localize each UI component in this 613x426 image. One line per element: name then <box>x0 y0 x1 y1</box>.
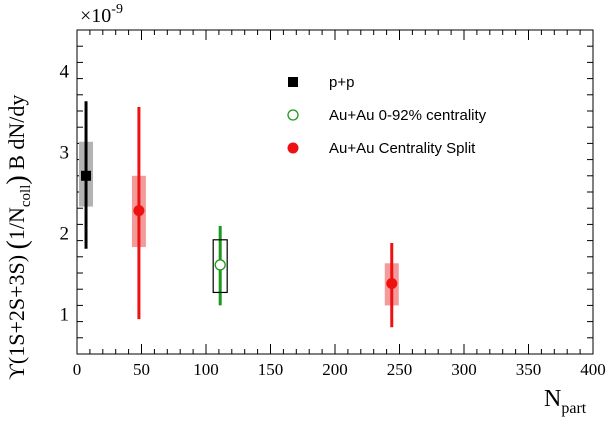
legend-label: Au+Au Centrality Split <box>329 140 476 157</box>
x-tick-label: 50 <box>133 360 150 379</box>
data-point-square <box>81 170 92 181</box>
systematic-error-box <box>212 239 228 294</box>
y-axis-title: ϒ(1S+2S+3S) (1/Ncoll) B dN/dy <box>2 95 34 380</box>
x-axis-title-main: N <box>544 386 561 412</box>
y-axis-title-ncoll-sub: coll <box>18 185 34 208</box>
y-exponent-base: ×10 <box>80 5 111 27</box>
x-tick-label: 0 <box>73 360 82 379</box>
x-axis-title-sub: part <box>561 400 586 417</box>
data-point-open-circle <box>214 259 226 271</box>
axis-ticks: 0 50 100 150 200 250 300 350 400 1 2 3 4 <box>60 29 606 379</box>
x-tick-label: 300 <box>451 360 477 379</box>
y-tick-label: 4 <box>60 62 70 83</box>
x-axis-title: Npart <box>544 386 587 417</box>
x-tick-label: 250 <box>387 360 413 379</box>
y-tick-label: 1 <box>60 305 70 326</box>
data-point-circle <box>133 205 145 217</box>
y-exponent-label: ×10-9 <box>80 2 123 27</box>
x-tick-label: 100 <box>193 360 219 379</box>
y-axis-title-part: ϒ(1S+2S+3S) <box>4 249 29 380</box>
legend-label: Au+Au 0-92% centrality <box>329 107 487 124</box>
data-point-circle <box>386 278 398 290</box>
data-marks <box>79 101 399 328</box>
legend-marker-open-circle <box>287 109 299 121</box>
y-tick-label: 3 <box>60 143 70 164</box>
x-tick-label: 350 <box>516 360 542 379</box>
y-tick-label: 2 <box>60 224 70 245</box>
y-axis-title-paren-open: ( <box>2 240 33 249</box>
legend-marker-square <box>288 77 298 87</box>
legend-marker-circle <box>287 142 299 154</box>
y-axis-title-paren-close: ) <box>2 175 33 184</box>
y-axis-title-ncoll: 1/N <box>4 207 29 240</box>
y-exponent-power: -9 <box>111 2 123 17</box>
x-tick-label: 150 <box>258 360 284 379</box>
legend-label: p+p <box>329 74 354 91</box>
y-axis-title-rest: B dN/dy <box>4 95 29 176</box>
x-tick-label: 200 <box>322 360 348 379</box>
legend: p+p Au+Au 0-92% centrality Au+Au Centralit… <box>287 74 487 157</box>
x-tick-label: 400 <box>580 360 606 379</box>
